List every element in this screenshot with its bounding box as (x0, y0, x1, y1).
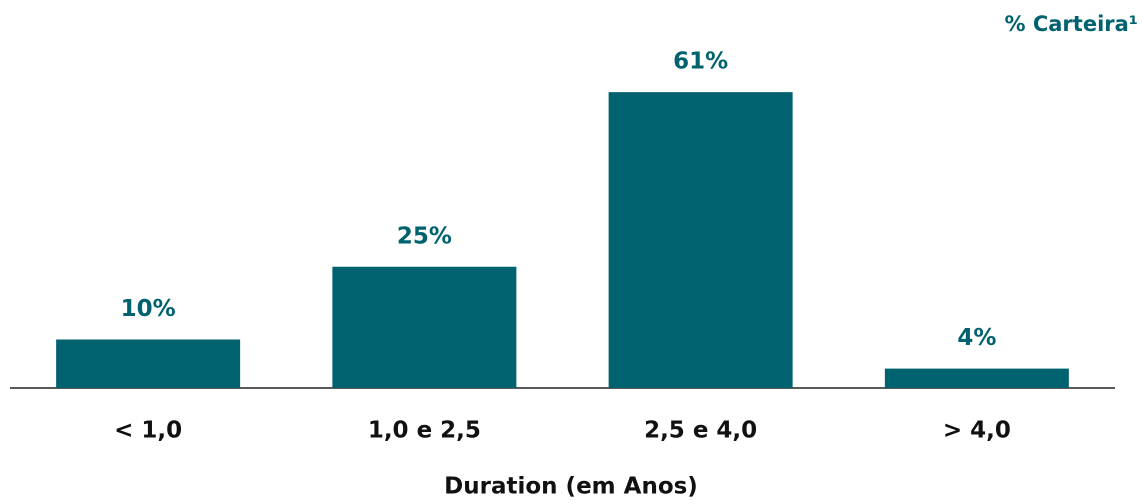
x-tick-label: 1,0 e 2,5 (368, 418, 481, 444)
data-label: 4% (957, 325, 996, 351)
x-tick-label: < 1,0 (114, 418, 182, 444)
bar (608, 92, 793, 389)
chart-title: % Carteira¹ (1005, 12, 1139, 36)
bar (884, 368, 1069, 388)
data-label: 25% (397, 223, 452, 249)
bar (332, 266, 517, 388)
bar (56, 339, 241, 388)
x-tick-label: > 4,0 (943, 418, 1011, 444)
data-label: 10% (121, 296, 176, 322)
data-label: 61% (673, 49, 728, 75)
x-tick-label: 2,5 e 4,0 (644, 418, 757, 444)
x-axis-label: Duration (em Anos) (444, 474, 698, 500)
